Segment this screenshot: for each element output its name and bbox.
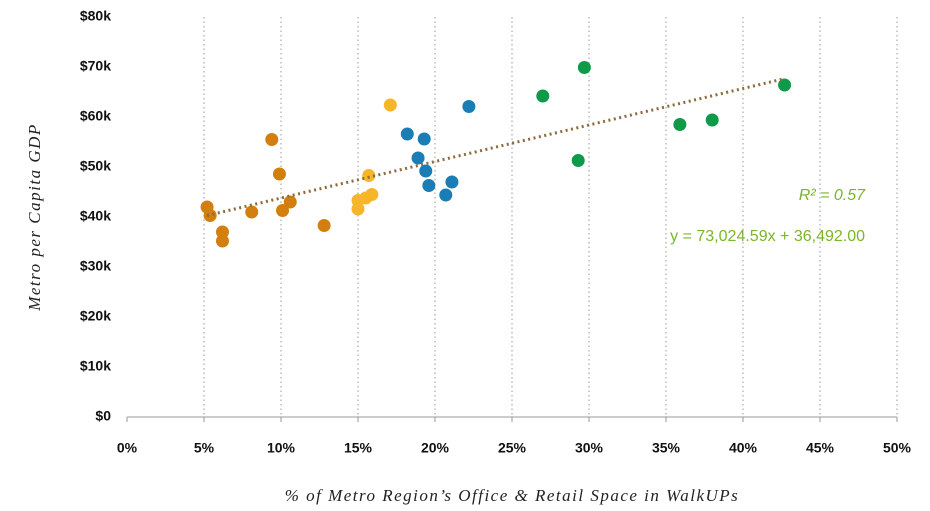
y-tick-label: $30k (80, 258, 111, 274)
x-tick-label: 0% (117, 440, 138, 456)
x-tick-label: 5% (194, 440, 215, 456)
scatter-point (383, 98, 397, 112)
scatter-point (422, 179, 436, 192)
x-tick-label: 15% (344, 440, 373, 456)
y-tick-label: $50k (80, 158, 111, 174)
scatter-point (705, 113, 719, 127)
trend-equation: y = 73,024.59x + 36,492.00 (670, 228, 865, 245)
scatter-point (462, 100, 476, 113)
scatter-point (362, 169, 376, 182)
scatter-point (400, 127, 414, 141)
scatter-point (445, 175, 459, 189)
scatter-point (317, 219, 331, 232)
y-tick-label: $40k (80, 208, 111, 224)
x-tick-label: 20% (421, 440, 450, 456)
scatter-point (215, 234, 229, 248)
y-tick-label: $20k (80, 308, 111, 324)
y-tick-label: $80k (80, 8, 111, 24)
y-tick-label: $0 (95, 408, 111, 424)
scatter-point (571, 154, 585, 167)
scatter-point (673, 118, 687, 131)
trendline (206, 77, 785, 218)
scatter-point (439, 188, 453, 202)
scatter-point (577, 61, 591, 74)
scatter-point (778, 78, 792, 92)
scatter-point (276, 204, 290, 217)
scatter-point (411, 151, 425, 165)
y-tick-label: $60k (80, 108, 111, 124)
scatter-point (536, 89, 550, 103)
x-tick-label: 30% (575, 440, 604, 456)
x-tick-label: 10% (267, 440, 296, 456)
scatter-point (351, 202, 365, 216)
scatter-point (265, 133, 279, 146)
x-tick-label: 45% (806, 440, 835, 456)
x-tick-label: 25% (498, 440, 527, 456)
y-axis-title: Metro per Capita GDP (25, 123, 44, 312)
scatter-point (272, 167, 286, 181)
x-tick-label: 35% (652, 440, 681, 456)
scatter-point (245, 205, 259, 219)
y-tick-label: $70k (80, 58, 111, 74)
scatter-point (283, 195, 297, 209)
scatter-point (417, 132, 431, 146)
y-tick-label: $10k (80, 358, 111, 374)
scatter-point (203, 209, 217, 222)
r-squared: R² = 0.57 (799, 187, 866, 204)
x-tick-label: 50% (883, 440, 912, 456)
scatter-point (215, 225, 229, 239)
x-axis-title: % of Metro Region’s Office & Retail Spac… (285, 486, 740, 505)
x-tick-label: 40% (729, 440, 758, 456)
scatter-point (419, 164, 433, 178)
